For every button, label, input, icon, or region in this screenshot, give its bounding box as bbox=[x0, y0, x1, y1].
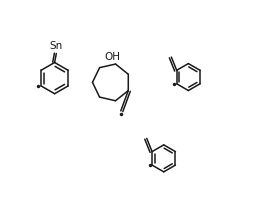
Text: OH: OH bbox=[105, 52, 121, 62]
Text: Sn: Sn bbox=[50, 41, 63, 51]
